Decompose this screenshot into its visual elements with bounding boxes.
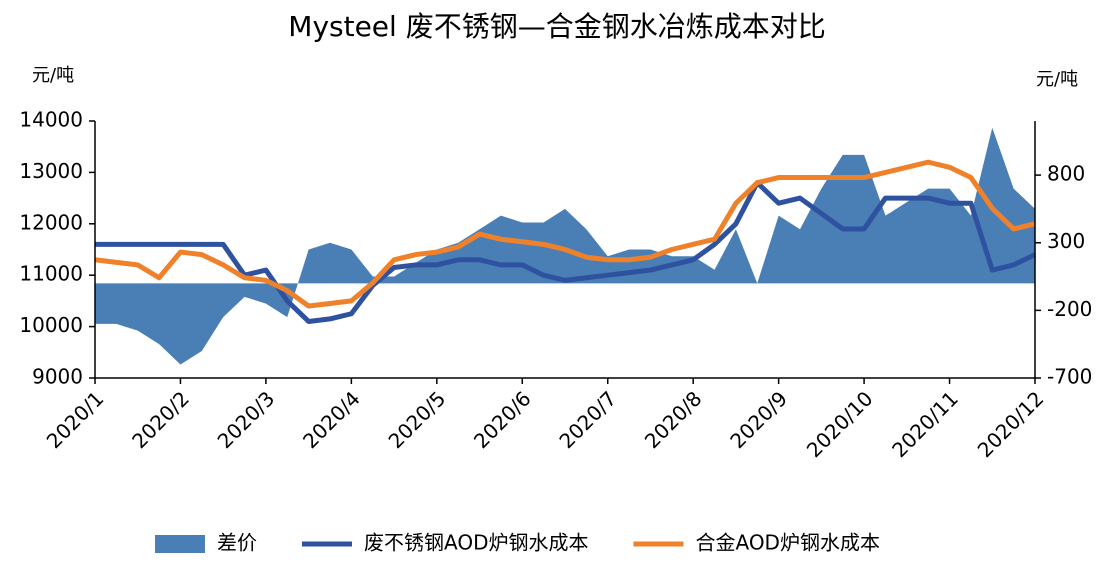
x-tick-label: 2020/11 [887, 386, 963, 462]
chart-title: Mysteel 废不锈钢—合金钢水冶炼成本对比 [288, 10, 825, 43]
y-tick-label: 9000 [32, 365, 83, 389]
cost-line [95, 180, 1037, 324]
x-tick-label: 2020/9 [725, 386, 792, 453]
x-tick-label: 2020/7 [554, 386, 621, 453]
x-tick-label: 2020/1 [42, 386, 109, 453]
y2-tick-label: -200 [1047, 297, 1092, 321]
y-tick-label: 12000 [19, 210, 83, 234]
x-tick-label: 2020/5 [384, 386, 451, 453]
legend-label: 差价 [217, 531, 257, 555]
y-axis-label: 元/吨 [32, 65, 74, 86]
x-tick-label: 2020/8 [640, 386, 707, 453]
x-tick-label: 2020/2 [127, 386, 194, 453]
y-tick-label: 13000 [19, 159, 83, 183]
x-tick-label: 2020/10 [802, 386, 878, 462]
y-tick-label: 11000 [19, 262, 83, 286]
y-tick-label: 14000 [19, 108, 83, 132]
y2-tick-label: 800 [1047, 162, 1085, 186]
y2-tick-label: -700 [1047, 365, 1092, 389]
x-tick-label: 2020/4 [298, 386, 365, 453]
legend-label: 废不锈钢AOD炉钢水成本 [364, 531, 588, 555]
y2-tick-label: 300 [1047, 229, 1085, 253]
y2-axis-label: 元/吨 [1036, 69, 1078, 90]
spread-area [95, 127, 1035, 365]
legend-label: 合金AOD炉钢水成本 [695, 531, 879, 555]
x-tick-label: 2020/6 [469, 386, 536, 453]
y-tick-label: 10000 [19, 313, 83, 337]
legend-swatch [155, 535, 205, 553]
x-tick-label: 2020/3 [213, 386, 280, 453]
x-tick-label: 2020/12 [973, 386, 1049, 462]
cost-line [94, 159, 1036, 309]
